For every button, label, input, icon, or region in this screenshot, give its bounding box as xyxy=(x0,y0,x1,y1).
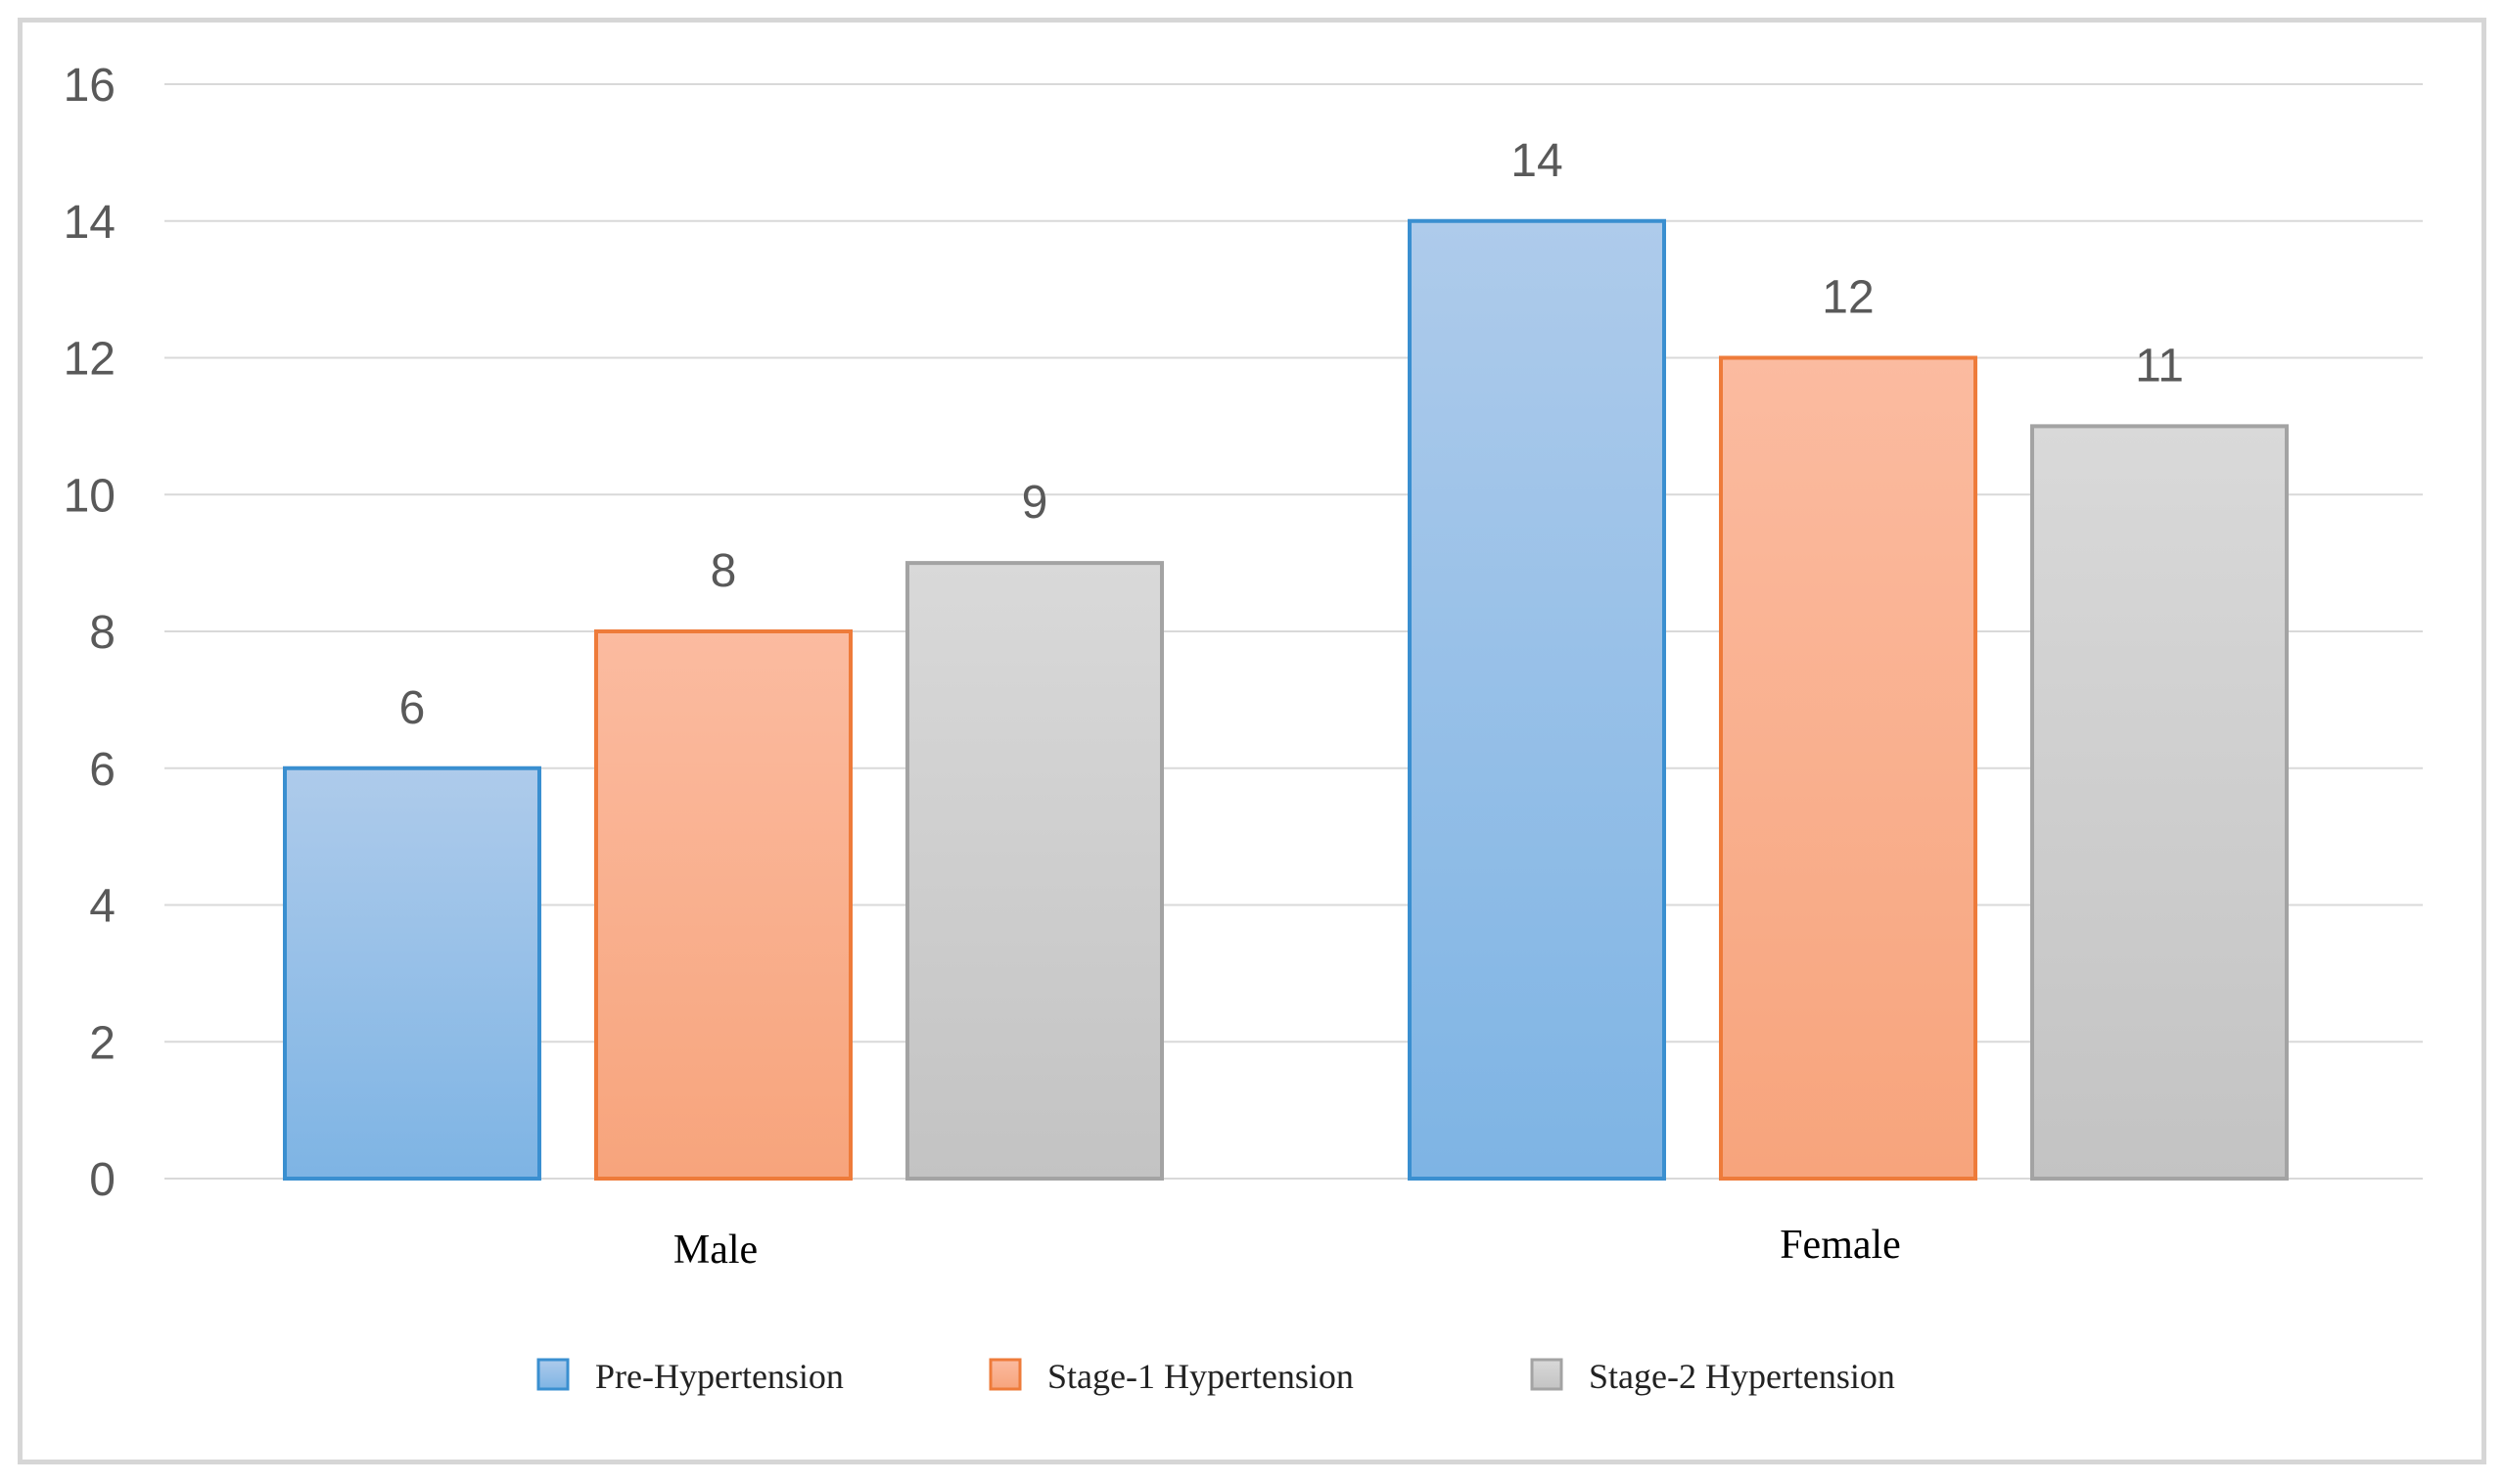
y-tick-label-8: 8 xyxy=(89,607,116,659)
legend-label-pre-hypertension: Pre-Hypertension xyxy=(595,1357,844,1396)
y-tick-label-2: 2 xyxy=(89,1017,116,1069)
y-tick-label-0: 0 xyxy=(89,1154,116,1206)
data-label-female-stage-1-hypertension: 12 xyxy=(1822,272,1874,324)
y-tick-label-10: 10 xyxy=(64,470,116,522)
y-tick-label-4: 4 xyxy=(89,881,116,933)
legend-item-stage-1-hypertension: Stage-1 Hypertension xyxy=(989,1357,1354,1396)
category-label-male: Male xyxy=(673,1228,758,1273)
data-label-female-pre-hypertension: 14 xyxy=(1510,135,1562,187)
y-tick-label-14: 14 xyxy=(64,197,116,249)
data-label-female-stage-2-hypertension: 11 xyxy=(2135,340,2184,392)
data-label-male-stage-1-hypertension: 8 xyxy=(711,545,737,597)
bar-male-stage-2-hypertension xyxy=(905,561,1164,1181)
bar-female-stage-1-hypertension xyxy=(1719,355,1977,1181)
legend-swatch-pre-hypertension xyxy=(536,1358,570,1391)
legend-item-stage-2-hypertension: Stage-2 Hypertension xyxy=(1530,1357,1895,1396)
legend-label-stage-1-hypertension: Stage-1 Hypertension xyxy=(1047,1357,1354,1396)
bars xyxy=(283,218,2289,1181)
category-label-female: Female xyxy=(1780,1223,1901,1268)
y-axis-ticks: 0 2 4 6 8 10 12 14 16 xyxy=(64,60,116,1206)
data-labels: 6 8 9 14 12 11 xyxy=(399,135,2184,734)
bar-female-stage-2-hypertension xyxy=(2030,424,2289,1181)
data-label-male-pre-hypertension: 6 xyxy=(399,682,426,734)
legend-swatch-stage-1-hypertension xyxy=(989,1358,1022,1391)
legend: Pre-Hypertension Stage-1 Hypertension Stag… xyxy=(536,1357,1895,1396)
y-tick-label-16: 16 xyxy=(64,60,116,112)
legend-swatch-stage-2-hypertension xyxy=(1530,1358,1563,1391)
bar-male-pre-hypertension xyxy=(283,765,541,1181)
bar-male-stage-1-hypertension xyxy=(594,629,853,1181)
bar-female-pre-hypertension xyxy=(1408,218,1666,1181)
y-tick-label-12: 12 xyxy=(64,334,116,386)
data-label-male-stage-2-hypertension: 9 xyxy=(1022,477,1048,529)
x-axis-categories: Male Female xyxy=(673,1223,1901,1273)
legend-item-pre-hypertension: Pre-Hypertension xyxy=(536,1357,844,1396)
legend-label-stage-2-hypertension: Stage-2 Hypertension xyxy=(1589,1357,1895,1396)
y-tick-label-6: 6 xyxy=(89,744,116,796)
